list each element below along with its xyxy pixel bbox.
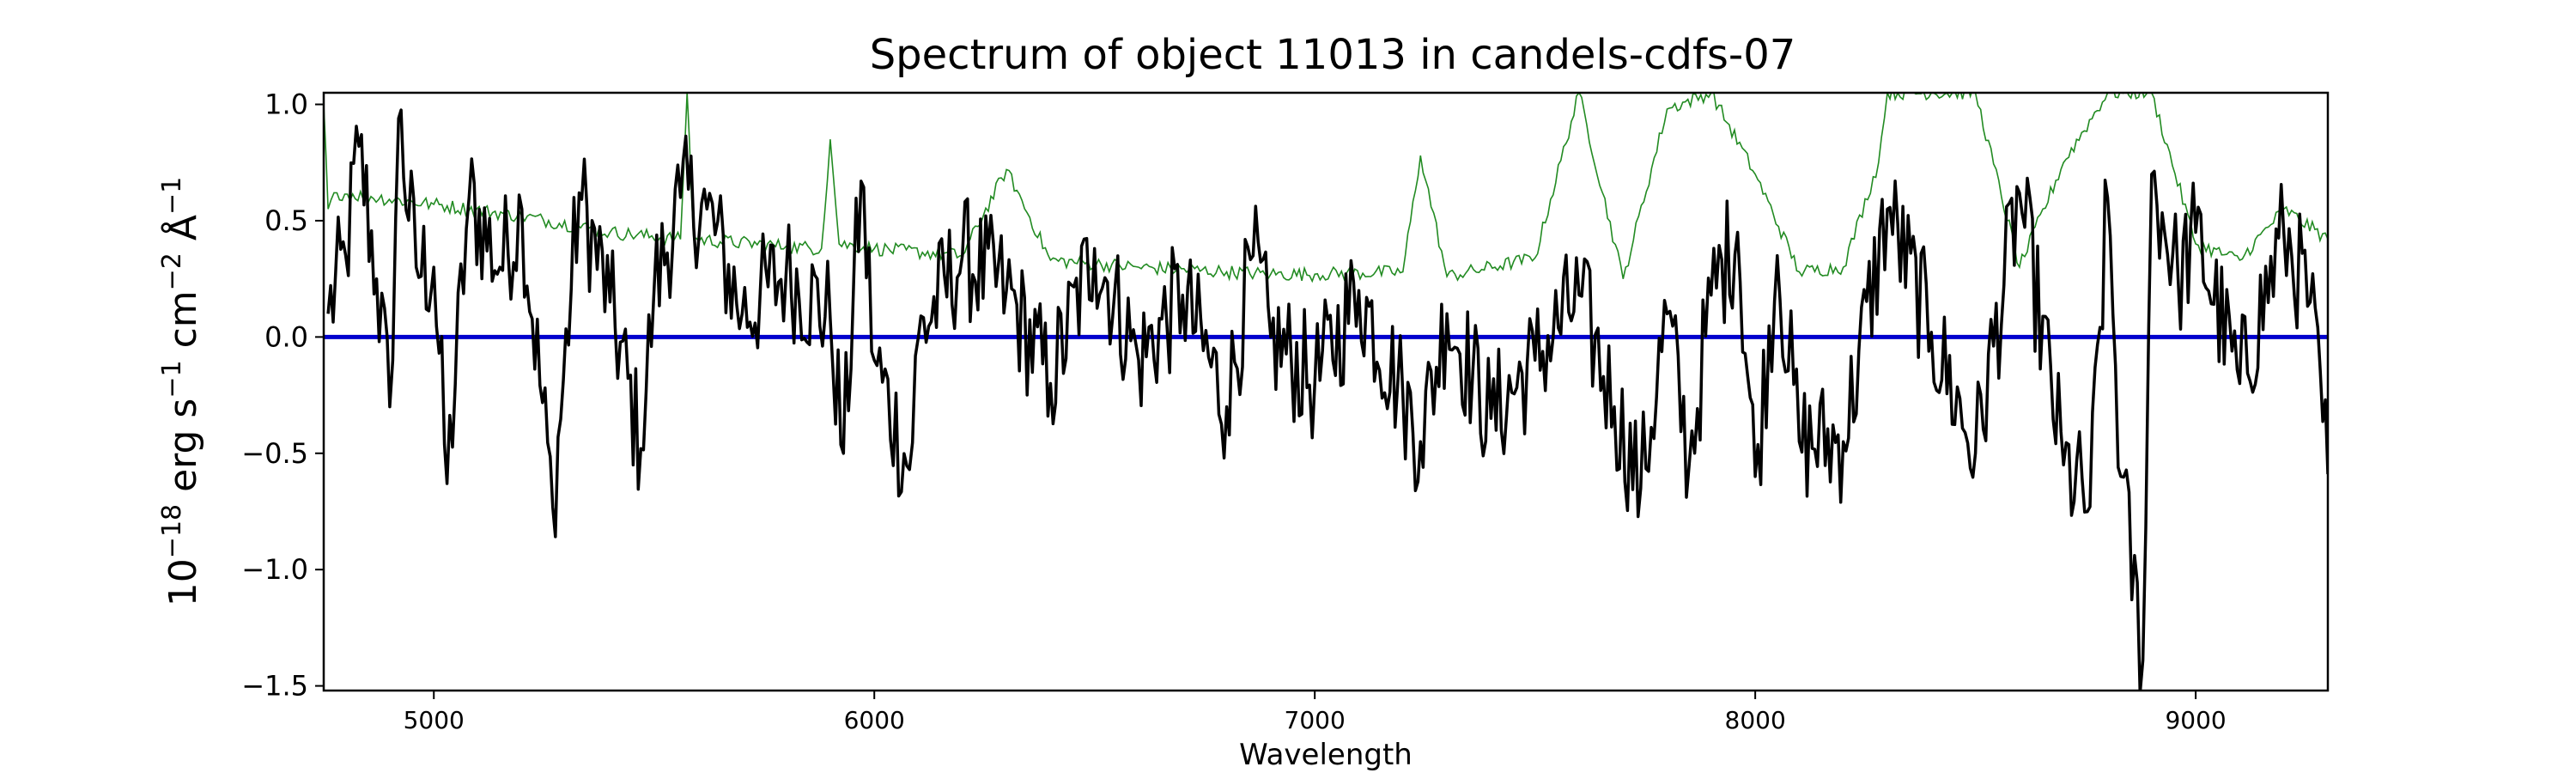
y-tick-label: 0.5 xyxy=(264,204,308,237)
x-axis-ticks: 5000 6000 7000 8000 9000 xyxy=(404,691,2227,734)
plot-frame xyxy=(322,91,2330,692)
y-axis-ticks: −1.5 −1.0 −0.5 0.0 0.5 1.0 xyxy=(241,88,324,703)
y-tick-label: −0.5 xyxy=(241,437,308,470)
x-tick-label: 6000 xyxy=(844,706,905,734)
y-label-unit3: Å xyxy=(160,215,205,253)
y-label-unit3-exp: −1 xyxy=(157,177,187,215)
error-spectrum-line xyxy=(324,93,2328,283)
y-label-unit2: cm xyxy=(161,290,205,360)
y-tick-label: −1.5 xyxy=(241,670,308,703)
flux-spectrum-line xyxy=(326,108,2328,691)
y-tick-label: 1.0 xyxy=(264,88,308,121)
x-tick-label: 7000 xyxy=(1285,706,1346,734)
y-tick-label: −1.0 xyxy=(241,553,308,586)
chart-title: Spectrum of object 11013 in candels-cdfs… xyxy=(870,31,1796,79)
x-tick-label: 9000 xyxy=(2165,706,2226,734)
y-axis-label: 10−18 erg s−1 cm−2 Å−1 xyxy=(157,177,205,606)
y-label-base-exp: −18 xyxy=(157,504,187,558)
y-tick-label: 0.0 xyxy=(264,320,308,353)
y-label-unit2-exp: −2 xyxy=(157,253,187,290)
x-tick-label: 8000 xyxy=(1725,706,1786,734)
y-label-base: 10 xyxy=(161,558,205,606)
plot-area xyxy=(324,93,2328,691)
y-label-unit1: erg s xyxy=(161,399,205,504)
x-tick-label: 5000 xyxy=(404,706,465,734)
y-label-unit1-exp: −1 xyxy=(157,360,187,398)
x-axis-label: Wavelength xyxy=(1239,738,1413,772)
